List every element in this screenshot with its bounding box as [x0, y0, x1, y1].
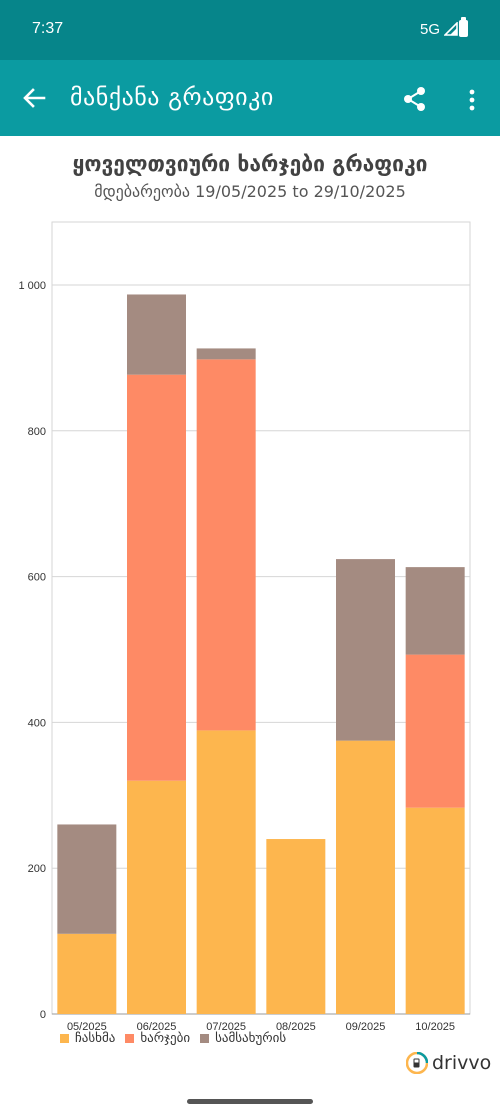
bar-segment: [57, 824, 117, 934]
legend-label: სამსახურის: [215, 1031, 287, 1046]
battery-icon: [459, 17, 468, 37]
y-tick-label: 400: [28, 717, 46, 729]
bar-segment: [405, 567, 465, 655]
page-title: მანქანა გრაფიკი: [70, 83, 274, 111]
bar-segment: [196, 730, 256, 1014]
app-bar: მანქანა გრაფიკი: [0, 60, 500, 136]
legend-label: ხარჯები: [140, 1031, 191, 1046]
legend-item: ხარჯები: [125, 1031, 190, 1046]
legend-item: ჩასხმა: [60, 1031, 115, 1046]
x-tick-label: 10/2025: [415, 1021, 455, 1030]
expense-chart: 0 200 400 600 800 1 000 05/2025 06/2025 07/2025 0…: [18, 221, 471, 1030]
signal-icon: [444, 22, 458, 36]
legend-label: ჩასხმა: [75, 1031, 116, 1046]
x-tick-label: 05/2025: [67, 1021, 107, 1030]
bar-segment: [127, 294, 186, 375]
more-vert-icon[interactable]: [458, 86, 486, 114]
x-tick-label: 08/2025: [276, 1021, 316, 1030]
bar-segment: [405, 654, 465, 808]
bar-segment: [57, 933, 117, 1014]
chart-title: ყოველთვიური ხარჯები გრაფიკი: [72, 152, 428, 176]
status-time: 7:37: [32, 20, 64, 37]
home-indicator[interactable]: [187, 1099, 313, 1104]
status-bar: 7:37 5G: [0, 0, 500, 60]
bar-segment: [127, 780, 186, 1014]
fuel-pump-icon: [406, 1052, 428, 1074]
brand-logo: drivvo: [406, 1052, 491, 1074]
bar-segment: [336, 559, 395, 741]
chart-legend: ჩასხმა ხარჯები სამსახურის: [60, 1031, 296, 1046]
network-type: 5G: [419, 21, 440, 38]
bar-segment: [196, 348, 256, 360]
legend-swatch: [125, 1034, 135, 1043]
legend-swatch: [60, 1034, 69, 1043]
arrow-back-icon[interactable]: [18, 82, 50, 114]
x-tick-label: 09/2025: [346, 1021, 386, 1030]
x-tick-label: 07/2025: [206, 1021, 246, 1030]
x-tick-label: 06/2025: [137, 1021, 177, 1030]
bar-segment: [127, 374, 186, 781]
bar-segment: [405, 807, 465, 1014]
brand-name: drivvo: [432, 1052, 492, 1074]
bar-segment: [196, 359, 256, 731]
bar-segment: [336, 740, 395, 1014]
y-tick-label: 200: [28, 863, 46, 875]
bar-segment: [266, 839, 326, 1014]
y-tick-label: 800: [28, 426, 46, 438]
legend-swatch: [200, 1034, 210, 1043]
chart-subtitle: მდებარეობა 19/05/2025 to 29/10/2025: [94, 182, 406, 201]
share-icon[interactable]: [400, 84, 430, 114]
legend-item: სამსახურის: [200, 1031, 286, 1046]
y-tick-label: 0: [40, 1009, 46, 1021]
y-tick-label: 1 000: [18, 280, 46, 292]
y-tick-label: 600: [28, 572, 46, 584]
